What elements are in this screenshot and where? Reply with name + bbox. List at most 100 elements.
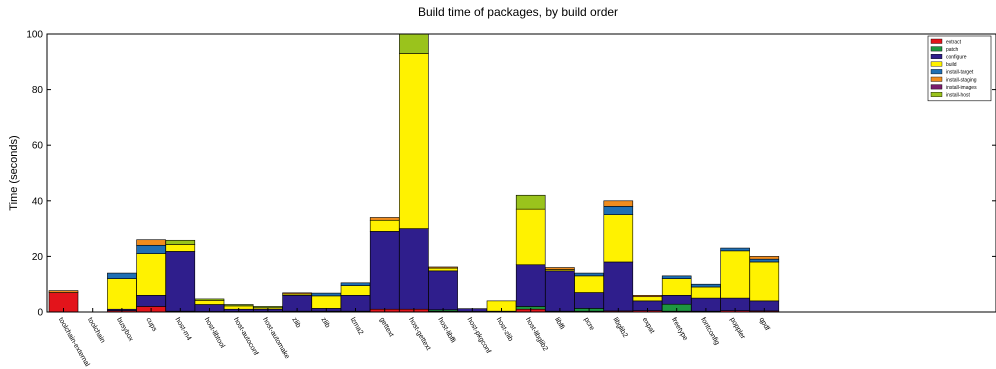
- bar-segment-install-target: [340, 282, 371, 286]
- x-tick-label: host-gettext: [407, 317, 431, 352]
- legend-swatch-patch: [930, 46, 943, 52]
- y-tick-label: 0: [37, 308, 43, 319]
- legend-swatch-configure: [930, 54, 943, 59]
- bar-segment-build: [136, 253, 166, 296]
- legend-box: [927, 35, 992, 102]
- bar-segment-build: [632, 296, 663, 302]
- bar-segment-build: [749, 261, 780, 302]
- y-tick-label: 40: [32, 196, 44, 207]
- bar-segment-configure: [136, 295, 166, 307]
- bar-segment-install-staging: [545, 267, 575, 270]
- bar-segment-install-staging: [136, 239, 166, 246]
- y-tick-label: 60: [32, 141, 44, 152]
- bar-segment-configure: [399, 228, 429, 310]
- y-tick-label: 20: [32, 252, 44, 263]
- x-tick-label: host-libglib2: [524, 317, 549, 353]
- x-tick-label: host-m4: [174, 317, 193, 342]
- bar-segment-install-target: [720, 247, 750, 252]
- y-tick-label: 100: [26, 30, 43, 41]
- bar-segment-install-host: [253, 306, 283, 309]
- bar-segment-install-target: [661, 275, 692, 279]
- legend-label-install-target: install-target: [946, 70, 974, 76]
- x-tick-label: poppler: [728, 317, 746, 341]
- bar-segment-build: [515, 208, 546, 266]
- bar-segment-install-staging: [369, 217, 400, 221]
- bar-segment-install-staging: [48, 290, 79, 293]
- bar-segment-build: [603, 214, 634, 263]
- y-tick-label: 80: [32, 85, 44, 96]
- bar-segment-install-staging: [282, 292, 312, 295]
- bar-segment-build: [428, 267, 458, 272]
- x-tick-label: toolchain-external: [57, 317, 91, 369]
- legend-swatch-install-staging: [930, 76, 943, 82]
- bar-segment-build: [107, 278, 137, 310]
- x-tick-label: zlib: [290, 317, 301, 330]
- x-tick-label: freetype: [670, 317, 689, 342]
- bar-segment-configure: [661, 295, 692, 305]
- x-tick-label: busybox: [115, 317, 134, 344]
- bar-segment-install-target: [311, 292, 342, 297]
- bar-segment-configure: [428, 270, 458, 311]
- bar-segment-build: [399, 53, 429, 229]
- x-tick-label: host-pkgconf: [466, 317, 492, 355]
- bar-segment-install-target: [691, 283, 721, 288]
- legend-label-install-images: install-images: [946, 85, 977, 91]
- x-tick-label: toolchain: [86, 317, 106, 345]
- bar-segment-install-target: [603, 206, 634, 216]
- x-tick-label: host-libtool: [203, 317, 226, 350]
- bar-segment-install-target: [749, 258, 780, 263]
- bar-segment-install-staging: [749, 256, 780, 260]
- x-tick-label: host-autoconf: [232, 317, 259, 357]
- legend-swatch-build: [930, 61, 943, 67]
- legend-label-patch: patch: [946, 47, 958, 53]
- x-tick-label: gettext: [378, 317, 395, 339]
- x-tick-label: host-libffi: [436, 317, 456, 345]
- bar-segment-build: [720, 250, 750, 299]
- bar-segment-install-staging: [603, 200, 634, 207]
- bar-segment-build: [661, 278, 692, 296]
- bar-segment-install-host: [399, 33, 429, 54]
- bar-segment-install-target: [574, 272, 604, 277]
- legend-label-extract: extract: [946, 39, 962, 45]
- bar-segment-build: [574, 275, 604, 293]
- legend-swatch-install-host: [930, 91, 943, 97]
- bar-segment-install-target: [136, 244, 166, 254]
- bar-segment-install-target: [107, 272, 137, 279]
- bar-segment-install-host: [194, 298, 225, 301]
- legend-swatch-install-images: [930, 84, 943, 90]
- legend-label-configure: configure: [946, 55, 967, 61]
- x-tick-label: lzma2: [349, 317, 364, 337]
- bar-segment-build: [691, 286, 721, 299]
- x-tick-label: libffi: [553, 317, 565, 332]
- bar-segment-install-staging: [632, 295, 663, 298]
- bar-segment-build: [165, 244, 196, 252]
- bar-segment-build: [194, 300, 225, 305]
- legend-label-install-host: install-host: [946, 93, 971, 99]
- x-tick-label: expat: [641, 317, 656, 335]
- x-tick-label: qpdf: [758, 317, 771, 332]
- legend-swatch-install-target: [930, 69, 943, 75]
- plot-frame: [46, 33, 996, 313]
- bar-segment-build: [340, 285, 371, 296]
- legend-label-install-staging: install-staging: [946, 77, 977, 83]
- legend-swatch-extract: [930, 38, 943, 44]
- x-tick-label: zlib: [320, 317, 331, 330]
- bar-segment-configure: [603, 261, 634, 312]
- bar-segment-configure: [545, 270, 575, 312]
- chart-title: Build time of packages, by build order: [418, 5, 618, 19]
- bar-segment-configure: [165, 251, 196, 312]
- x-tick-label: host-zlib: [495, 317, 514, 343]
- bar-segment-install-host: [165, 239, 196, 245]
- bar-segment-install-staging: [428, 266, 458, 269]
- bar-segment-configure: [369, 231, 400, 310]
- bar-segment-install-host: [515, 194, 546, 210]
- bar-segment-install-host: [223, 304, 254, 307]
- x-tick-label: fontconfig: [699, 317, 720, 347]
- bar-segment-configure: [574, 292, 604, 309]
- bar-segment-configure: [515, 264, 546, 307]
- x-tick-label: libglib2: [612, 317, 629, 339]
- bars: [48, 33, 780, 313]
